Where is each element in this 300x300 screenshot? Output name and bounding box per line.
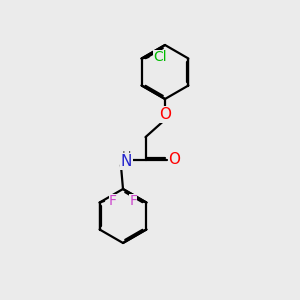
Text: F: F [129,194,137,208]
Text: H: H [122,149,131,163]
Text: O: O [159,107,171,122]
Text: O: O [169,152,181,167]
Text: F: F [109,194,117,208]
Text: N: N [121,154,132,169]
Text: Cl: Cl [153,50,166,64]
